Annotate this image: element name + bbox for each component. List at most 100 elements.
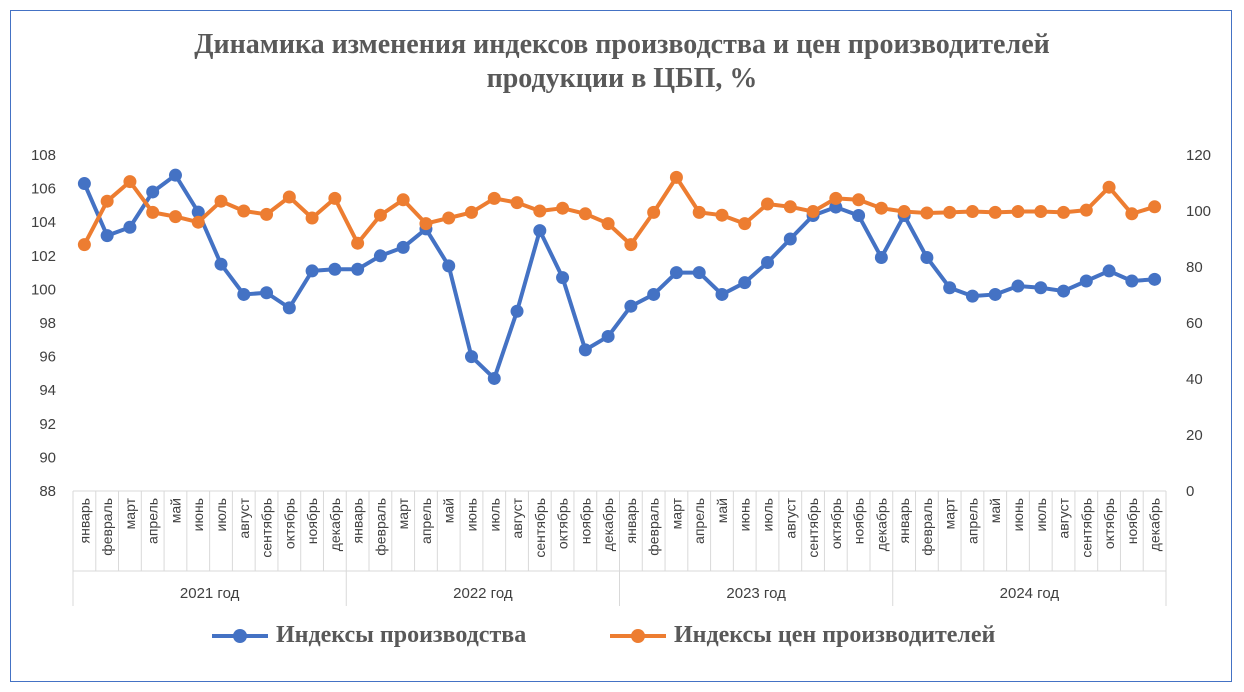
x-month-label: январь — [350, 498, 366, 543]
x-month-label: август — [1056, 497, 1072, 538]
x-month-label: апрель — [145, 498, 161, 544]
series-0-point — [214, 257, 228, 271]
series-1-point — [669, 170, 683, 184]
series-0-point — [1057, 284, 1071, 298]
series-0-point — [1125, 274, 1139, 288]
y-left-tick-label: 94 — [39, 382, 56, 399]
y-left-tick-label: 100 — [31, 281, 56, 298]
series-1-point — [328, 191, 342, 205]
legend-label-prices: Индексы цен производителей — [674, 622, 996, 648]
series-0-point — [533, 224, 547, 238]
series-1-point — [1079, 203, 1093, 217]
y-left-tick-label: 90 — [39, 449, 56, 466]
y-left-tick-label: 88 — [39, 483, 56, 500]
x-year-label: 2021 год — [180, 585, 240, 602]
x-year-label: 2024 год — [1000, 585, 1060, 602]
x-month-label: март — [122, 497, 138, 529]
series-0-point — [351, 262, 365, 276]
series-0-point — [305, 264, 319, 278]
series-1-point — [1034, 205, 1048, 219]
series-1-point — [396, 193, 410, 207]
series-1-point — [533, 204, 547, 218]
x-month-label: ноябрь — [851, 498, 867, 544]
x-month-label: февраль — [919, 498, 935, 556]
series-0-point — [146, 185, 160, 199]
series-0-point — [556, 271, 570, 285]
x-month-label: февраль — [372, 498, 388, 556]
x-month-label: октябрь — [1101, 498, 1117, 549]
series-0-point — [464, 350, 478, 364]
series-0-point — [852, 208, 866, 222]
chart-frame — [10, 10, 1232, 682]
x-month-label: ноябрь — [1124, 498, 1140, 544]
x-month-label: декабрь — [1147, 498, 1163, 551]
series-1-point — [556, 201, 570, 215]
series-1-point — [464, 205, 478, 219]
y-right-tick-label: 80 — [1186, 259, 1203, 276]
chart-title-line2: продукции в ЦБП, % — [486, 63, 758, 94]
series-0-point — [328, 262, 342, 276]
series-0-point — [578, 343, 592, 357]
x-year-label: 2023 год — [726, 585, 786, 602]
series-1-point — [123, 175, 137, 189]
series-0-point — [1148, 272, 1162, 286]
series-1-point — [487, 191, 501, 205]
series-1-point — [965, 205, 979, 219]
series-1-point — [1125, 207, 1139, 221]
series-1-point — [943, 205, 957, 219]
series-1-point — [442, 211, 456, 225]
x-month-label: апрель — [964, 498, 980, 544]
series-0-point — [647, 287, 661, 301]
series-0-point — [601, 329, 615, 343]
x-month-label: декабрь — [600, 498, 616, 551]
x-month-label: декабрь — [873, 498, 889, 551]
x-month-label: сентябрь — [805, 498, 821, 558]
series-1-point — [214, 194, 228, 208]
series-1-point — [510, 196, 524, 210]
series-1-point — [1102, 180, 1116, 194]
legend-label-production: Индексы производства — [276, 622, 527, 648]
series-0-point — [123, 220, 137, 234]
y-left-tick-label: 104 — [31, 214, 56, 231]
series-0-point — [237, 287, 251, 301]
series-0-point — [191, 205, 205, 219]
x-month-label: март — [395, 497, 411, 529]
x-month-label: июнь — [463, 498, 479, 531]
series-0-point — [282, 301, 296, 315]
series-0-point — [373, 249, 387, 263]
x-month-label: январь — [896, 498, 912, 543]
x-month-label: ноябрь — [304, 498, 320, 544]
series-0-point — [260, 286, 274, 300]
x-month-label: февраль — [99, 498, 115, 556]
series-1-point — [305, 211, 319, 225]
x-month-label: июль — [213, 498, 229, 531]
series-0-point — [624, 299, 638, 313]
legend-marker-production — [212, 628, 268, 643]
series-1-point — [806, 205, 820, 219]
series-0-point — [1102, 264, 1116, 278]
series-1-point — [1057, 205, 1071, 219]
series-0-point — [168, 168, 182, 182]
series-0-point — [100, 229, 114, 243]
x-month-label: март — [668, 497, 684, 529]
series-1-point — [191, 215, 205, 229]
series-1-point — [351, 236, 365, 250]
series-1-point — [920, 206, 934, 220]
series-0-point — [1079, 274, 1093, 288]
series-1-point — [988, 205, 1002, 219]
x-month-label: апрель — [691, 498, 707, 544]
x-month-label: апрель — [418, 498, 434, 544]
series-0-point — [761, 256, 775, 270]
series-0-point — [783, 232, 797, 246]
x-month-label: февраль — [646, 498, 662, 556]
series-1-point — [874, 201, 888, 215]
series-0-point — [487, 371, 501, 385]
series-0-point — [510, 304, 524, 318]
series-1-point — [578, 207, 592, 221]
y-right-tick-label: 20 — [1186, 427, 1203, 444]
series-0-point — [77, 177, 91, 191]
series-0-point — [669, 266, 683, 280]
x-month-label: август — [782, 497, 798, 538]
series-1-point — [237, 204, 251, 218]
y-left-tick-label: 98 — [39, 315, 56, 332]
